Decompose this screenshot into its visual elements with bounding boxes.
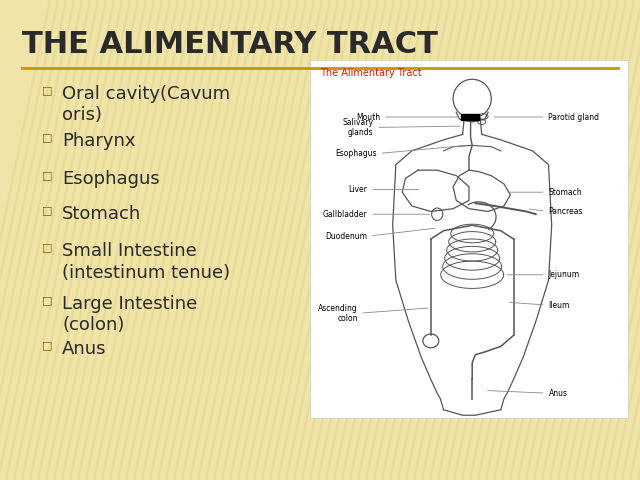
Text: Esophagus: Esophagus [335, 145, 465, 158]
Text: □: □ [42, 132, 52, 142]
Text: Large Intestine
(colon): Large Intestine (colon) [62, 295, 197, 335]
Text: Anus: Anus [488, 389, 568, 398]
Text: Jejunum: Jejunum [507, 270, 580, 279]
Text: Esophagus: Esophagus [62, 170, 160, 188]
Text: Oral cavity(Cavum
oris): Oral cavity(Cavum oris) [62, 85, 230, 124]
Text: Anus: Anus [62, 340, 106, 358]
Text: Mouth: Mouth [356, 112, 458, 121]
Text: □: □ [42, 170, 52, 180]
Text: Duodenum: Duodenum [325, 228, 435, 241]
Text: Parotid gland: Parotid gland [494, 112, 600, 121]
Text: Ileum: Ileum [510, 300, 570, 310]
Bar [461, 114, 479, 120]
Text: Salivary
glands: Salivary glands [342, 118, 460, 137]
Text: Liver: Liver [348, 185, 419, 194]
Text: Ascending
colon: Ascending colon [318, 304, 428, 323]
Text: □: □ [42, 205, 52, 215]
Text: □: □ [42, 242, 52, 252]
Text: Pancreas: Pancreas [529, 207, 583, 216]
Text: THE ALIMENTARY TRACT: THE ALIMENTARY TRACT [22, 30, 438, 59]
Text: □: □ [42, 340, 52, 350]
Text: Pharynx: Pharynx [62, 132, 136, 150]
Text: Gallbladder: Gallbladder [323, 210, 429, 219]
Text: Stomach: Stomach [62, 205, 141, 223]
Text: Stomach: Stomach [510, 188, 582, 197]
Bar [310, 60, 628, 418]
Text: □: □ [42, 85, 52, 95]
Text: The Alimentary Tract: The Alimentary Tract [319, 68, 421, 78]
Text: Small Intestine
(intestinum tenue): Small Intestine (intestinum tenue) [62, 242, 230, 281]
Text: □: □ [42, 295, 52, 305]
